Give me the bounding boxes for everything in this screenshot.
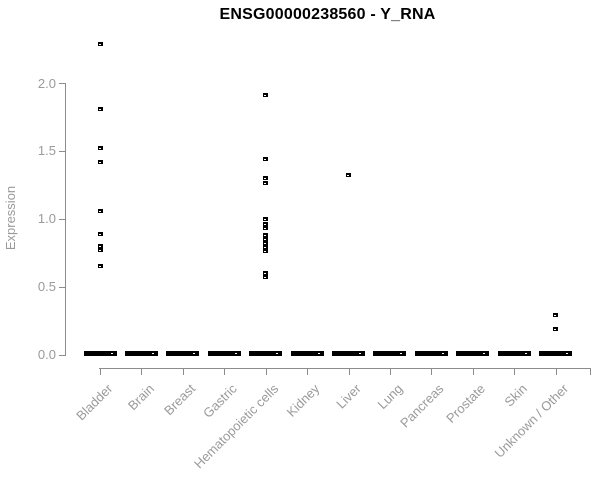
y-axis-tick [59,218,65,220]
x-axis-endcap-tick [590,368,591,375]
x-axis-tick [224,368,226,375]
data-point [263,241,269,246]
zero-expression-cluster-bar [166,351,200,356]
x-axis-tick [182,368,184,375]
y-axis-tick-label: 1.5 [37,143,56,159]
y-axis-tick-label: 0.0 [37,347,56,362]
data-point [263,275,269,280]
x-axis-tick-label: Unknown / Other [491,381,572,461]
x-axis-tick-label: Gastric [200,381,240,421]
x-axis-tick-label: Kidney [284,381,323,420]
zero-expression-cluster-bar [249,351,283,356]
x-axis-tick [265,368,267,375]
x-axis-tick-label: Prostate [443,381,489,426]
data-point [263,181,269,186]
x-axis-tick [348,368,350,375]
x-axis-tick [555,368,557,375]
x-axis-tick-label: Lung [374,381,406,413]
zero-expression-cluster-bar [83,351,117,356]
data-point [97,231,103,236]
x-axis-tick [141,368,143,375]
data-point [553,313,559,318]
zero-expression-cluster-bar [539,351,573,356]
zero-expression-cluster-bar [207,351,241,356]
x-axis-tick-label: Pancreas [397,381,447,431]
data-point [263,245,269,250]
data-point [97,208,103,213]
zero-expression-cluster-bar [456,351,490,356]
data-point [263,271,269,276]
x-axis-tick [472,368,474,375]
x-axis-line [99,368,590,369]
y-axis-tick [59,150,65,152]
x-axis-tick [431,368,433,375]
chart-title: ENSG00000238560 - Y_RNA [219,6,436,23]
y-axis-label: Expression [3,185,18,251]
data-point [263,216,269,221]
data-point [263,157,269,162]
data-point [263,93,269,98]
data-point [97,106,103,111]
x-axis-tick-label: Bladder [73,381,116,424]
x-axis-tick-label: Brain [124,381,158,414]
y-axis-tick-label: 0.5 [37,279,56,295]
data-point [263,249,269,254]
data-point [263,237,269,242]
data-point [97,264,103,269]
data-point [97,159,103,164]
y-axis-tick [59,83,65,84]
data-point [97,146,103,151]
data-point [553,326,559,331]
data-point [263,222,269,227]
x-axis-tick [389,368,391,375]
x-axis-tick [514,368,516,375]
y-axis-tick [59,354,65,356]
data-point [263,176,269,181]
zero-expression-cluster-bar [497,351,531,356]
y-axis-tick-label: 2.0 [37,75,56,91]
zero-expression-cluster-bar [414,351,448,356]
y-axis-line [65,83,66,356]
data-point [97,41,103,46]
data-point [346,173,352,178]
y-axis-tick-label: 1.0 [37,211,56,227]
x-axis-tick-label: Skin [501,381,530,410]
zero-expression-cluster-bar [373,351,407,356]
x-axis-tick [100,368,101,375]
y-axis-tick [59,286,65,288]
zero-expression-cluster-bar [124,351,158,356]
x-axis-tick-label: Liver [333,381,365,412]
zero-expression-cluster-bar [290,351,324,356]
data-point [263,226,269,231]
zero-expression-cluster-bar [332,351,366,356]
data-point [263,233,269,238]
x-axis-tick-label: Breast [161,381,199,419]
data-point [97,243,103,248]
data-point [97,247,103,252]
x-axis-tick [307,368,309,375]
